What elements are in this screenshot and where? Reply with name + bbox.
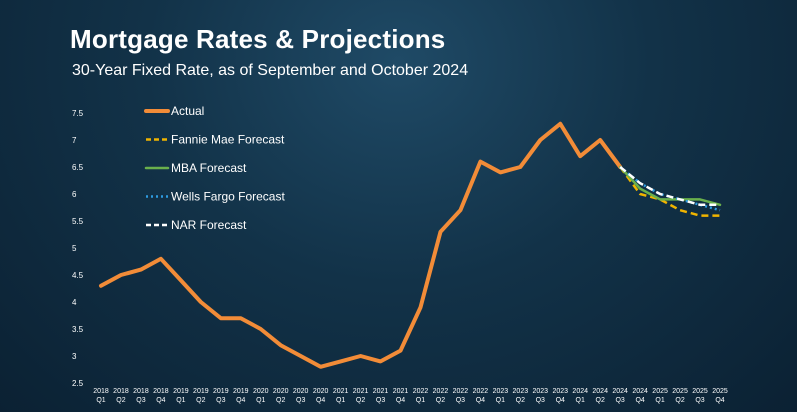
x-tick-label: 2021 Q4 xyxy=(393,388,409,404)
x-tick-label: 2024 Q2 xyxy=(592,388,608,404)
x-tick-label: 2025 Q4 xyxy=(712,388,728,404)
x-tick-label: 2018 Q3 xyxy=(133,388,149,404)
x-tick-label: 2025 Q1 xyxy=(652,388,668,404)
x-tick-label: 2021 Q2 xyxy=(353,388,369,404)
chart-title: Mortgage Rates & Projections xyxy=(70,24,446,54)
x-tick-label: 2022 Q1 xyxy=(413,388,429,404)
x-tick-label: 2023 Q3 xyxy=(533,388,549,404)
y-axis: 2.5 3 3.5 4 4.5 5 5.5 6 6.5 7 7.5 xyxy=(72,109,84,388)
legend-label-wells-fargo-forecast: Wells Fargo Forecast xyxy=(171,190,285,204)
y-tick-label: 3 xyxy=(72,352,77,361)
x-tick-label: 2021 Q1 xyxy=(333,388,349,404)
x-tick-label: 2021 Q3 xyxy=(373,388,389,404)
x-tick-label: 2020 Q2 xyxy=(273,388,289,404)
legend-label-fannie-mae-forecast: Fannie Mae Forecast xyxy=(171,133,285,147)
y-tick-label: 7 xyxy=(72,136,77,145)
x-tick-label: 2024 Q4 xyxy=(632,388,648,404)
x-tick-label: 2023 Q1 xyxy=(493,388,509,404)
x-tick-label: 2018 Q1 xyxy=(93,388,109,404)
x-tick-label: 2018 Q4 xyxy=(153,388,169,404)
series-line-actual xyxy=(99,121,623,369)
y-tick-label: 3.5 xyxy=(72,325,84,334)
series-line-mba-forecast xyxy=(618,165,722,207)
series-line-nar-forecast xyxy=(619,166,720,207)
x-tick-label: 2024 Q3 xyxy=(612,388,628,404)
x-tick-label: 2022 Q4 xyxy=(473,388,489,404)
y-tick-label: 7.5 xyxy=(72,109,84,118)
x-tick-label: 2020 Q4 xyxy=(313,388,329,404)
x-tick-label: 2019 Q1 xyxy=(173,388,189,404)
legend: Actual Fannie Mae Forecast MBA Forecast Wel… xyxy=(144,104,285,232)
x-tick-label: 2025 Q3 xyxy=(692,388,708,404)
x-tick-label: 2025 Q2 xyxy=(672,388,688,404)
x-tick-label: 2019 Q2 xyxy=(193,388,209,404)
x-tick-label: 2018 Q2 xyxy=(113,388,129,404)
x-tick-label: 2023 Q4 xyxy=(552,388,568,404)
y-tick-label: 2.5 xyxy=(72,379,84,388)
y-tick-label: 5.5 xyxy=(72,217,84,226)
legend-label-nar-forecast: NAR Forecast xyxy=(171,218,247,232)
chart-subtitle: 30-Year Fixed Rate, as of September and … xyxy=(72,62,469,79)
x-tick-label: 2024 Q1 xyxy=(572,388,588,404)
x-tick-label: 2023 Q2 xyxy=(513,388,529,404)
x-tick-label: 2020 Q3 xyxy=(293,388,309,404)
series-line-fannie-mae-forecast xyxy=(619,166,720,217)
y-tick-label: 4 xyxy=(72,298,77,307)
x-tick-label: 2019 Q4 xyxy=(233,388,249,404)
legend-label-mba-forecast: MBA Forecast xyxy=(171,161,247,175)
x-tick-label: 2022 Q3 xyxy=(453,388,469,404)
y-tick-label: 6.5 xyxy=(72,163,84,172)
x-tick-label: 2020 Q1 xyxy=(253,388,269,404)
y-tick-label: 4.5 xyxy=(72,271,84,280)
series-line-wells-fargo-forecast xyxy=(619,166,721,212)
legend-label-actual: Actual xyxy=(171,104,204,118)
y-tick-label: 5 xyxy=(72,244,77,253)
x-tick-label: 2019 Q3 xyxy=(213,388,229,404)
y-tick-label: 6 xyxy=(72,190,77,199)
x-tick-label: 2022 Q2 xyxy=(433,388,449,404)
series-lines xyxy=(99,121,722,369)
